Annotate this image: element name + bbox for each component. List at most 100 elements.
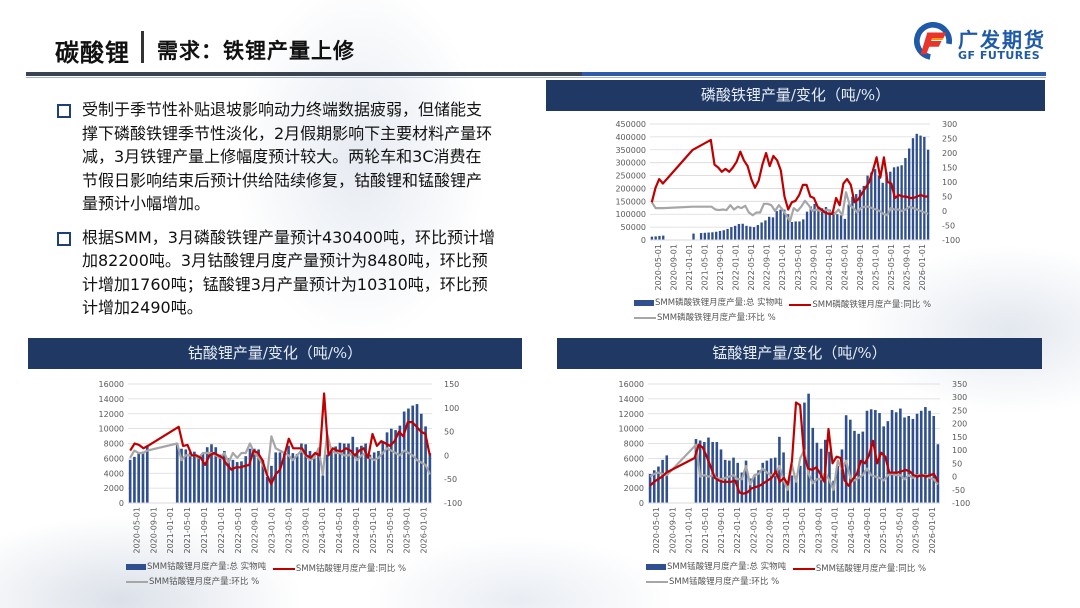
svg-text:2021-05-01: 2021-05-01 [701,507,710,554]
svg-text:200000: 200000 [615,184,646,193]
svg-text:150: 150 [444,380,459,389]
svg-text:2025-09-01: 2025-09-01 [403,507,412,554]
square-bullet-icon [57,231,71,246]
svg-text:14000: 14000 [619,395,644,404]
svg-text:300: 300 [942,120,957,129]
svg-text:10000: 10000 [99,425,124,434]
title-separator [141,31,144,63]
svg-text:350: 350 [952,380,967,389]
logo-name-en: GF FUTURES [958,49,1041,62]
line-swatch-icon [646,581,668,583]
gf-logo-icon [914,22,952,60]
svg-text:2025-05-01: 2025-05-01 [386,507,395,554]
bullet-text: 受制于季节性补贴退坡影响动力终端数据疲弱，但储能支撑下磷酸铁锂季节性淡化，2月假… [82,100,493,213]
svg-text:2020-09-01: 2020-09-01 [149,507,158,554]
svg-text:2023-01-01: 2023-01-01 [268,507,277,554]
bullet-list: 受制于季节性补贴退坡影响动力终端数据疲弱，但储能支撑下磷酸铁锂季节性淡化，2月假… [56,98,496,330]
legend-item-bar: SMM磷酸铁锂月度产量:总 实物吨 [634,296,783,310]
lmo-chart-title: 锰酸锂产量/变化（吨/%） [557,338,1042,369]
svg-text:2022-01-01: 2022-01-01 [733,507,742,554]
legend-item-bar: SMM钴酸锂月度产量:总 实物吨 [126,560,266,574]
svg-text:0: 0 [641,236,646,245]
svg-text:0: 0 [942,207,947,216]
lfp-chart-title: 磷酸铁锂产量/变化（吨/%） [546,80,1045,111]
legend-item-yoy: SMM锰酸锂月度产量:同比 % [792,562,926,576]
svg-text:2023-05-01: 2023-05-01 [284,507,293,554]
line-swatch-icon [792,568,815,570]
svg-text:4000: 4000 [624,469,644,478]
svg-text:2022-01-01: 2022-01-01 [217,507,226,554]
svg-text:150000: 150000 [615,197,646,206]
svg-text:2022-05-01: 2022-05-01 [749,507,758,554]
svg-text:10000: 10000 [619,425,644,434]
bullet-item: 根据SMM，3月磷酸铁锂产量预计430400吨，环比预计增加82200吨。3月钴… [56,226,496,320]
lco-chart-legend: SMM钴酸锂月度产量:总 实物吨 SMM钴酸锂月度产量:同比 % SMM钴酸锂月… [126,560,410,588]
svg-text:200: 200 [952,420,967,429]
svg-text:6000: 6000 [104,454,124,463]
svg-text:4000: 4000 [104,469,124,478]
svg-text:2024-01-01: 2024-01-01 [825,244,834,291]
svg-text:2025-09-01: 2025-09-01 [912,507,921,554]
bar-swatch-icon [126,564,146,570]
svg-text:350000: 350000 [615,146,646,155]
bar-swatch-icon [634,300,654,306]
svg-text:6000: 6000 [624,454,644,463]
svg-text:2022-05-01: 2022-05-01 [747,244,756,291]
svg-text:8000: 8000 [104,440,124,449]
svg-text:2021-05-01: 2021-05-01 [183,507,192,554]
svg-text:2023-05-01: 2023-05-01 [798,507,807,554]
svg-text:2025-05-01: 2025-05-01 [887,244,896,291]
svg-text:2024-05-01: 2024-05-01 [840,244,849,291]
svg-text:2021-01-01: 2021-01-01 [166,507,175,554]
lmo-chart-legend: SMM锰酸锂月度产量:总 实物吨 SMM锰酸锂月度产量:同比 % SMM锰酸锂月… [646,560,930,588]
svg-text:2023-09-01: 2023-09-01 [814,507,823,554]
svg-text:150: 150 [942,164,957,173]
svg-text:-100: -100 [952,499,970,508]
line-swatch-icon [272,568,295,570]
svg-text:50: 50 [942,193,952,202]
svg-text:2022-09-01: 2022-09-01 [766,507,775,554]
slide-title: 碳酸锂 [55,39,130,67]
svg-text:50: 50 [952,459,962,468]
legend-item-mom: SMM钴酸锂月度产量:环比 % [126,575,259,589]
svg-text:2022-01-01: 2022-01-01 [732,244,741,291]
svg-text:2022-05-01: 2022-05-01 [234,507,243,554]
svg-text:300000: 300000 [615,159,646,168]
svg-text:2024-01-01: 2024-01-01 [318,507,327,554]
legend-item-mom: SMM磷酸铁锂月度产量:环比 % [634,311,776,325]
svg-text:2022-09-01: 2022-09-01 [251,507,260,554]
svg-text:-50: -50 [952,486,965,495]
svg-text:2022-09-01: 2022-09-01 [763,244,772,291]
svg-text:2026-01-01: 2026-01-01 [928,507,937,554]
svg-text:250: 250 [942,135,957,144]
svg-text:2023-01-01: 2023-01-01 [782,507,791,554]
svg-text:150: 150 [952,433,967,442]
svg-text:2024-09-01: 2024-09-01 [856,244,865,291]
logo-name-cn: 广发期货 [958,28,1046,52]
svg-text:12000: 12000 [619,410,644,419]
svg-text:100: 100 [952,446,967,455]
lfp-chart-legend: SMM磷酸铁锂月度产量:总 实物吨 SMM磷酸铁锂月度产量:同比 % SMM磷酸… [634,296,935,324]
svg-text:0: 0 [119,499,124,508]
svg-text:50: 50 [444,428,454,437]
svg-text:2025-09-01: 2025-09-01 [903,244,912,291]
svg-text:2020-05-01: 2020-05-01 [652,507,661,554]
svg-text:2024-01-01: 2024-01-01 [831,507,840,554]
legend-item-yoy: SMM钴酸锂月度产量:同比 % [272,562,406,576]
svg-text:2024-05-01: 2024-05-01 [847,507,856,554]
svg-text:300: 300 [952,393,967,402]
line-swatch-icon [789,304,812,306]
legend-item-mom: SMM锰酸锂月度产量:环比 % [646,575,779,589]
line-swatch-icon [634,317,656,319]
svg-text:8000: 8000 [624,440,644,449]
svg-text:16000: 16000 [619,380,644,389]
svg-text:2025-01-01: 2025-01-01 [879,507,888,554]
line-swatch-icon [126,581,148,583]
svg-text:-100: -100 [444,499,462,508]
svg-text:0: 0 [639,499,644,508]
svg-text:2026-01-01: 2026-01-01 [918,244,927,291]
header-rule-accent [582,72,1046,76]
svg-text:0: 0 [444,451,449,460]
svg-text:2021-01-01: 2021-01-01 [685,507,694,554]
svg-text:2020-09-01: 2020-09-01 [669,244,678,291]
